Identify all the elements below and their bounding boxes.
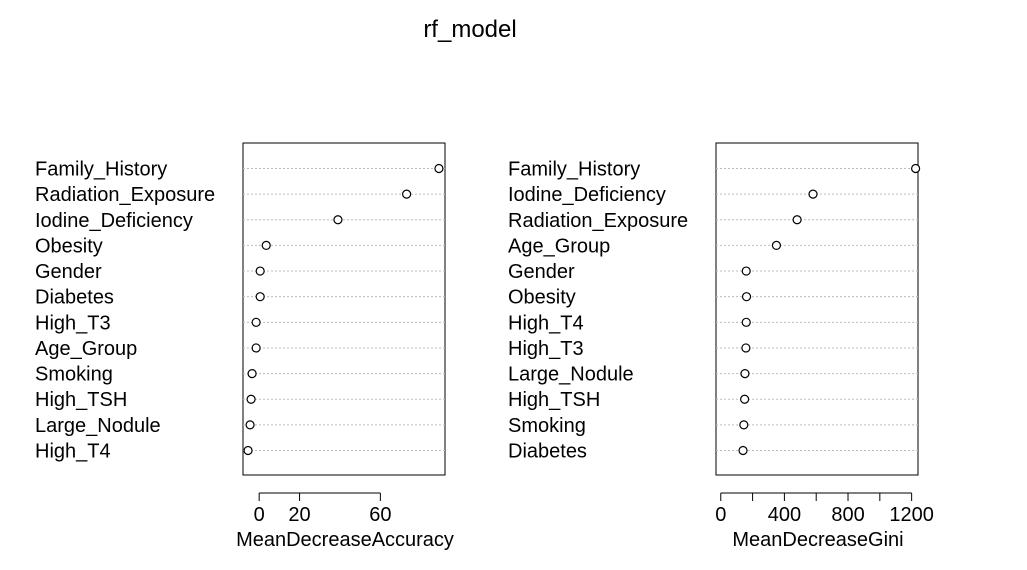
data-point bbox=[741, 266, 751, 276]
category-label: Gender bbox=[508, 261, 575, 283]
x-tick-label: 800 bbox=[831, 504, 864, 526]
category-label: Iodine_Deficiency bbox=[35, 210, 193, 232]
category-label: Diabetes bbox=[508, 441, 587, 463]
category-label: Family_History bbox=[508, 159, 640, 181]
category-label: High_TSH bbox=[508, 389, 600, 411]
x-tick-label: 0 bbox=[715, 504, 726, 526]
x-tick-label: 60 bbox=[369, 504, 391, 526]
data-point bbox=[251, 317, 261, 327]
data-point bbox=[771, 240, 782, 251]
data-point bbox=[251, 343, 261, 353]
category-label: Large_Nodule bbox=[35, 415, 161, 437]
data-point bbox=[243, 445, 253, 456]
data-point bbox=[738, 445, 748, 456]
category-label: Radiation_Exposure bbox=[35, 184, 215, 206]
x-tick-label: 400 bbox=[768, 504, 801, 526]
chart-title: rf_model bbox=[423, 16, 516, 43]
data-point bbox=[434, 163, 444, 174]
data-point bbox=[792, 215, 802, 225]
category-label: Age_Group bbox=[35, 338, 137, 360]
category-label: Radiation_Exposure bbox=[508, 210, 688, 232]
data-point bbox=[255, 292, 265, 302]
category-label: Age_Group bbox=[508, 235, 610, 257]
data-point bbox=[739, 420, 749, 430]
x-tick-label: 0 bbox=[254, 504, 265, 526]
x-tick-label: 20 bbox=[288, 504, 310, 526]
category-label: High_T3 bbox=[35, 312, 111, 334]
data-point bbox=[255, 266, 265, 276]
data-point bbox=[333, 215, 343, 225]
data-point bbox=[247, 368, 257, 379]
category-label: Obesity bbox=[35, 235, 103, 257]
data-point bbox=[911, 163, 921, 174]
data-point bbox=[741, 317, 751, 327]
category-label: Smoking bbox=[35, 364, 113, 386]
x-axis-title: MeanDecreaseAccuracy bbox=[236, 529, 454, 551]
category-label: High_T4 bbox=[35, 441, 111, 463]
data-point bbox=[246, 394, 256, 404]
data-point bbox=[402, 189, 412, 199]
x-axis-title: MeanDecreaseGini bbox=[732, 529, 903, 551]
data-point bbox=[261, 240, 271, 251]
data-point bbox=[740, 394, 750, 404]
data-point bbox=[740, 368, 750, 379]
category-label: Diabetes bbox=[35, 287, 114, 309]
plot-frame-accuracy bbox=[242, 142, 446, 476]
category-label: Obesity bbox=[508, 287, 576, 309]
category-label: Large_Nodule bbox=[508, 364, 634, 386]
panel-mean-decrease-gini: Family_History Iodine_Deficiency Radiation… bbox=[508, 142, 934, 551]
plot-frame-gini bbox=[715, 142, 919, 476]
category-label: High_T4 bbox=[508, 312, 584, 334]
data-point bbox=[741, 292, 752, 302]
data-point bbox=[741, 343, 751, 353]
category-label: High_T3 bbox=[508, 338, 584, 360]
category-label: Iodine_Deficiency bbox=[508, 184, 666, 206]
category-label: Family_History bbox=[35, 159, 167, 181]
category-label: High_TSH bbox=[35, 389, 127, 411]
data-point bbox=[245, 420, 255, 430]
x-tick-label: 1200 bbox=[889, 504, 934, 526]
category-label: Gender bbox=[35, 261, 102, 283]
category-label: Smoking bbox=[508, 415, 586, 437]
panel-mean-decrease-accuracy: Family_History Radiation_Exposure Iodine_D… bbox=[35, 142, 454, 551]
data-point bbox=[808, 189, 818, 199]
